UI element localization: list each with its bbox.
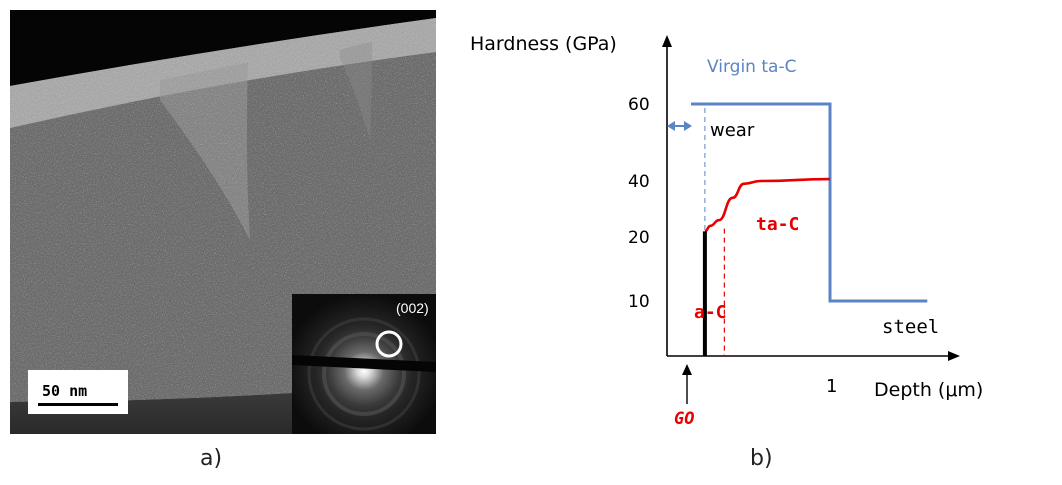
x-axis-arrow [948, 351, 960, 361]
y-axis-arrow [662, 35, 672, 47]
tem-image: 50 nm (002) [10, 10, 436, 434]
hardness-chart-svg: Hardness (GPa) Depth (μm) 10 20 40 60 1 wear… [470, 33, 983, 429]
y-tick-label-60: 60 [628, 95, 650, 115]
x-tick-label-1: 1 [826, 376, 837, 397]
wear-label: wear [710, 120, 755, 141]
diffraction-ring-marker [375, 330, 403, 358]
tem-image-panel: 50 nm (002) [10, 10, 436, 434]
y-tick-label-10: 10 [628, 292, 650, 312]
scale-bar-box [28, 370, 128, 414]
inset-label: (002) [396, 300, 429, 316]
tac-curve [704, 177, 831, 233]
caption-b: b) [750, 446, 773, 471]
wear-double-arrow [667, 121, 692, 131]
y-tick-label-40: 40 [628, 172, 650, 192]
hardness-chart: Hardness (GPa) Depth (μm) 10 20 40 60 1 wear… [470, 20, 1062, 430]
scale-bar-label: 50 nm [42, 382, 87, 400]
tac-label: ta-C [756, 214, 799, 235]
steel-label: steel [882, 316, 939, 338]
diffraction-inset: (002) [292, 294, 436, 434]
caption-a: a) [200, 446, 223, 471]
virgin-tac-line [691, 102, 928, 303]
y-tick-label-20: 20 [628, 228, 650, 248]
virgin-tac-label: Virgin ta-C [707, 57, 796, 77]
ac-label: a-C [694, 302, 727, 323]
go-label: GO [674, 409, 694, 429]
y-axis-label: Hardness (GPa) [470, 33, 617, 55]
x-axis-label: Depth (μm) [874, 379, 983, 401]
